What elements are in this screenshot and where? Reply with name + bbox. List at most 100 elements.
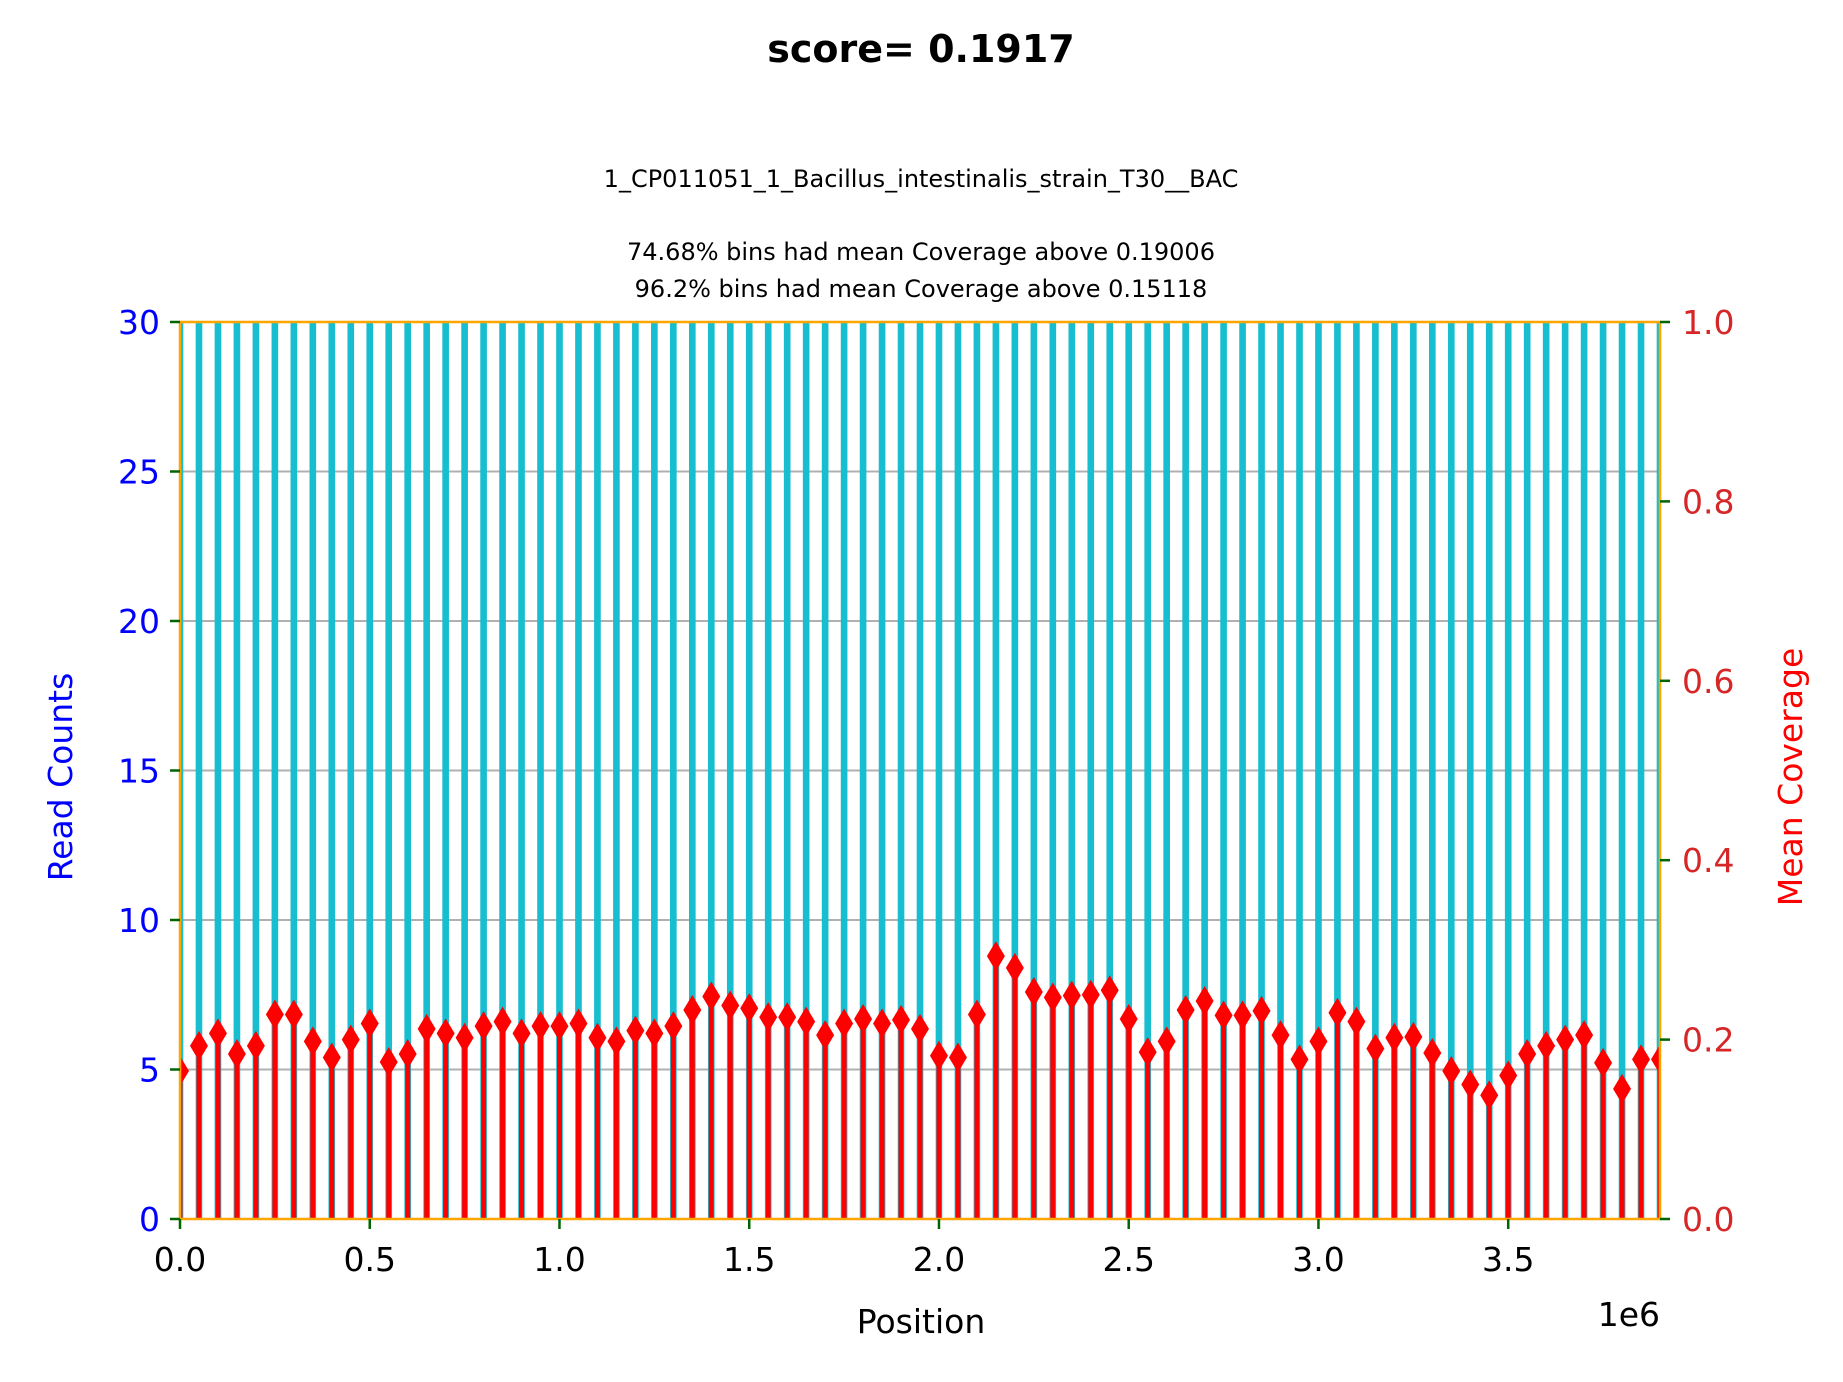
coverage-point bbox=[873, 1008, 892, 1039]
coverage-stem bbox=[1259, 1010, 1265, 1219]
coverage-point bbox=[607, 1026, 626, 1057]
coverage-point bbox=[1309, 1026, 1328, 1057]
read-count-bar bbox=[1030, 322, 1038, 1219]
y-axis-left-label: Read Counts bbox=[41, 673, 80, 882]
x-tick-label: 3.5 bbox=[1482, 1240, 1534, 1279]
read-count-bar bbox=[859, 322, 867, 1219]
read-count-bar bbox=[1144, 322, 1152, 1219]
read-count-bar bbox=[1201, 322, 1208, 1219]
coverage-stem bbox=[1372, 1048, 1378, 1219]
coverage-point bbox=[436, 1018, 455, 1049]
coverage-stem bbox=[689, 1009, 695, 1219]
coverage-point bbox=[1575, 1020, 1594, 1051]
coverage-stem bbox=[1524, 1053, 1530, 1219]
coverage-point bbox=[512, 1018, 531, 1049]
chart-subtitle-line-3: 96.2% bins had mean Coverage above 0.151… bbox=[635, 275, 1208, 303]
read-count-bar bbox=[651, 322, 658, 1219]
y-right-tick-label: 1.0 bbox=[1682, 303, 1734, 342]
coverage-stem bbox=[822, 1035, 828, 1219]
coverage-stem bbox=[1050, 997, 1056, 1219]
coverage-stem bbox=[1202, 1001, 1208, 1219]
coverage-point bbox=[189, 1030, 208, 1061]
coverage-stem bbox=[291, 1014, 297, 1219]
x-tick-label: 2.5 bbox=[1102, 1240, 1154, 1279]
coverage-point bbox=[1195, 986, 1214, 1017]
coverage-point bbox=[379, 1047, 398, 1078]
coverage-point bbox=[892, 1004, 911, 1035]
coverage-stem bbox=[481, 1026, 487, 1219]
coverage-stem bbox=[538, 1026, 544, 1219]
coverage-point bbox=[341, 1024, 360, 1055]
coverage-point bbox=[1233, 1000, 1252, 1031]
chart-subtitle-line-2: 74.68% bins had mean Coverage above 0.19… bbox=[627, 238, 1215, 266]
y-left-tick-label: 0 bbox=[139, 1200, 160, 1239]
read-count-bar bbox=[935, 322, 943, 1219]
read-count-bar bbox=[783, 322, 791, 1219]
coverage-stem bbox=[1240, 1015, 1246, 1219]
coverage-stem bbox=[1391, 1037, 1397, 1219]
coverage-stem bbox=[841, 1023, 847, 1219]
coverage-point bbox=[1119, 1003, 1138, 1034]
x-axis-offset-label: 1e6 bbox=[1598, 1295, 1660, 1334]
coverage-point bbox=[1651, 1044, 1660, 1075]
coverage-point bbox=[208, 1018, 227, 1049]
coverage-stem bbox=[1486, 1095, 1492, 1219]
read-count-bar bbox=[613, 322, 620, 1219]
read-count-bar bbox=[423, 322, 430, 1219]
coverage-point bbox=[1024, 977, 1043, 1008]
coverage-stem bbox=[1183, 1009, 1189, 1219]
y-left-tick-label: 15 bbox=[118, 752, 160, 791]
coverage-stem bbox=[215, 1033, 221, 1219]
coverage-point bbox=[1043, 982, 1062, 1013]
read-count-bar bbox=[575, 322, 582, 1219]
read-count-bar bbox=[556, 322, 563, 1219]
read-count-bar bbox=[992, 322, 1000, 1219]
read-count-bar bbox=[252, 322, 260, 1219]
y-right-tick-label: 0.0 bbox=[1682, 1200, 1734, 1239]
coverage-stem bbox=[879, 1023, 885, 1219]
coverage-stem bbox=[386, 1062, 392, 1219]
read-count-bar bbox=[404, 322, 412, 1219]
read-count-bar bbox=[1163, 322, 1170, 1219]
read-count-bar bbox=[480, 322, 487, 1219]
coverage-stem bbox=[1069, 995, 1075, 1219]
coverage-stem bbox=[1221, 1015, 1227, 1219]
read-count-bar bbox=[1334, 322, 1341, 1219]
read-count-bar bbox=[1542, 322, 1550, 1219]
y-right-tick-label: 0.2 bbox=[1682, 1021, 1734, 1060]
read-count-bar bbox=[537, 322, 544, 1219]
coverage-stem bbox=[746, 1008, 752, 1219]
coverage-stem bbox=[670, 1026, 676, 1219]
coverage-stem bbox=[1012, 967, 1018, 1219]
read-count-bar bbox=[670, 322, 677, 1219]
coverage-point bbox=[417, 1013, 436, 1044]
coverage-point bbox=[474, 1011, 493, 1042]
x-tick-label: 0.0 bbox=[154, 1240, 206, 1279]
read-count-bar bbox=[726, 322, 734, 1219]
coverage-point bbox=[911, 1013, 929, 1044]
read-count-bar bbox=[973, 322, 981, 1219]
coverage-stem bbox=[443, 1033, 449, 1219]
coverage-stem bbox=[1467, 1084, 1473, 1219]
y-left-tick-label: 5 bbox=[139, 1051, 160, 1090]
coverage-stem bbox=[1429, 1053, 1435, 1219]
coverage-stem bbox=[272, 1014, 278, 1219]
coverage-stem bbox=[936, 1055, 942, 1219]
read-count-bar bbox=[1447, 322, 1455, 1219]
coverage-point bbox=[948, 1042, 967, 1073]
coverage-point bbox=[1518, 1038, 1537, 1069]
read-count-bar bbox=[1580, 322, 1588, 1219]
coverage-stem bbox=[1145, 1052, 1151, 1219]
coverage-stem bbox=[556, 1026, 562, 1219]
coverage-point bbox=[493, 1006, 512, 1037]
read-count-bar bbox=[1106, 322, 1114, 1219]
read-count-bar bbox=[632, 322, 639, 1219]
coverage-stem bbox=[575, 1023, 581, 1219]
coverage-point bbox=[455, 1022, 474, 1053]
axis-ticks: 0 5 10 15 20 25 30 0.0 0.2 0.4 0.6 0.8 1.0 0.0 0.5 1.0 1… bbox=[118, 303, 1734, 1279]
coverage-stem bbox=[1126, 1018, 1132, 1219]
coverage-stem bbox=[1296, 1059, 1302, 1219]
x-tick-label: 3.0 bbox=[1292, 1240, 1344, 1279]
read-count-bar bbox=[1315, 322, 1322, 1219]
coverage-point bbox=[626, 1015, 645, 1046]
